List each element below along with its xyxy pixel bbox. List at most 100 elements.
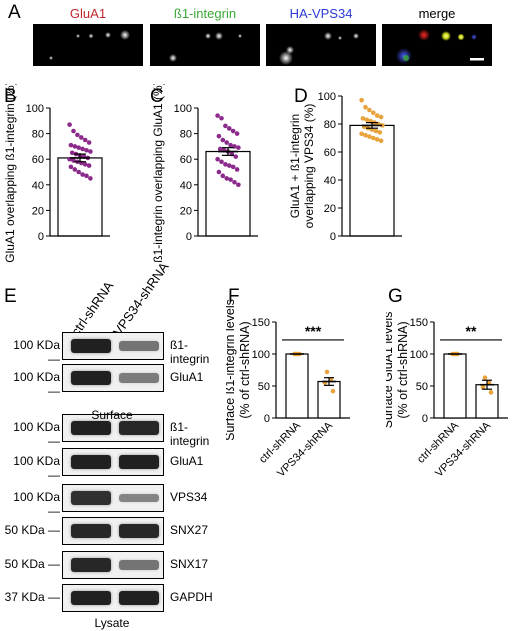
micrograph-label-b1-integrin: ß1-integrin	[173, 6, 237, 21]
data-point	[230, 128, 236, 134]
data-point	[233, 154, 239, 159]
y-tick-label: 80	[180, 129, 192, 141]
data-point	[86, 163, 92, 168]
blot-band	[71, 421, 111, 435]
data-point	[88, 176, 93, 181]
x-tick-label: VPS34-shRNA	[275, 419, 335, 479]
y-axis-label: overlapping VPS34 (%)	[302, 104, 316, 229]
blot-row-glua1	[62, 364, 164, 392]
blot-row-snx27	[62, 517, 164, 545]
blot-band	[71, 491, 111, 505]
data-point	[217, 146, 223, 152]
data-point	[373, 128, 379, 134]
data-point	[220, 137, 226, 143]
micrograph-merge	[382, 24, 492, 66]
molecular-weight-label: 50 KDa —	[4, 523, 60, 537]
molecular-weight-label: 50 KDa —	[4, 557, 60, 571]
data-point	[68, 164, 74, 170]
panel-label-d: D	[294, 86, 308, 107]
data-point	[380, 123, 385, 128]
panel-label-a: A	[8, 2, 21, 23]
blot-band	[119, 341, 159, 351]
y-axis-label: GluA1 overlapping ß1-integrin (%)	[3, 84, 17, 263]
data-point	[364, 117, 370, 123]
data-point	[72, 144, 78, 149]
data-point	[219, 115, 224, 121]
data-point	[236, 182, 241, 188]
data-point	[367, 107, 372, 113]
blot-row-glua1	[62, 448, 164, 476]
y-axis-label: ß1-integrin overlapping GluA1 (%)	[151, 84, 165, 263]
protein-label: ß1-integrin	[170, 420, 210, 448]
y-tick-label: 150	[252, 317, 270, 329]
data-point	[69, 150, 75, 156]
y-tick-label: 100	[252, 349, 270, 361]
panel-label-e: E	[4, 286, 17, 307]
y-tick-label: 40	[32, 180, 44, 192]
micrograph-ha-vps34	[266, 24, 376, 66]
panel-label-g: G	[388, 286, 403, 307]
molecular-weight-label: 100 KDa —	[13, 420, 60, 448]
data-point	[82, 162, 88, 167]
panel-label-f: F	[228, 286, 240, 307]
data-point	[371, 110, 376, 116]
data-point	[223, 123, 228, 129]
y-tick-label: 20	[180, 205, 192, 217]
y-tick-label: 100	[318, 91, 336, 103]
data-point	[378, 138, 384, 144]
protein-label: ß1-integrin	[170, 338, 210, 366]
data-point	[374, 137, 380, 142]
data-point	[227, 163, 232, 168]
data-point	[378, 114, 384, 120]
data-point	[488, 390, 494, 395]
blot-band	[119, 373, 159, 383]
significance-marker: **	[466, 323, 477, 339]
data-point	[230, 164, 236, 170]
data-point	[88, 149, 93, 154]
data-point	[359, 131, 364, 137]
chart-f: 050100150ctrl-shRNAVPS34-shRNA***Surface…	[226, 299, 350, 480]
blot-band	[119, 591, 159, 605]
bar	[317, 380, 341, 419]
data-point	[75, 132, 80, 138]
blot-row--1-integrin	[62, 332, 164, 360]
bar	[57, 157, 103, 237]
data-point	[330, 388, 336, 394]
lysate-label: Lysate	[94, 616, 130, 630]
y-tick-label: 80	[324, 119, 336, 131]
molecular-weight-label: 100 KDa —	[13, 370, 60, 398]
data-point	[228, 142, 233, 148]
data-point	[228, 177, 233, 182]
blot-band	[119, 560, 159, 570]
blot-row-gapdh	[62, 584, 164, 612]
data-point	[86, 140, 92, 145]
data-point	[72, 167, 78, 172]
x-tick-label: VPS34-shRNA	[433, 419, 493, 479]
y-tick-label: 50	[416, 381, 428, 393]
y-tick-label: 80	[32, 129, 44, 141]
y-tick-label: 0	[422, 413, 428, 425]
y-axis-label: GluA1 + ß1-integrin	[290, 114, 302, 218]
blot-band	[119, 455, 159, 469]
data-point	[482, 375, 488, 380]
molecular-weight-label: 100 KDa —	[13, 338, 60, 366]
micrograph-b1-integrin	[150, 24, 260, 66]
blot-band	[71, 558, 111, 572]
y-axis-label: (% of ctrl-shRNA)	[238, 321, 252, 418]
data-point	[215, 113, 220, 118]
data-point	[82, 137, 88, 143]
blot-band	[119, 421, 159, 435]
y-tick-label: 0	[264, 413, 270, 425]
micrograph-label-merge: merge	[418, 6, 456, 21]
significance-marker: ***	[305, 323, 322, 339]
data-point	[68, 142, 74, 148]
protein-label: GluA1	[170, 370, 204, 384]
data-point	[224, 140, 229, 145]
data-point	[359, 97, 364, 103]
chart-c: 0 20 40 60 80 100 ß1-integrin overlapping GluA…	[151, 84, 258, 263]
data-point	[76, 169, 81, 175]
data-point	[234, 167, 240, 172]
protein-label: SNX17	[170, 557, 209, 571]
data-point	[371, 135, 376, 141]
blot-band	[71, 455, 111, 469]
